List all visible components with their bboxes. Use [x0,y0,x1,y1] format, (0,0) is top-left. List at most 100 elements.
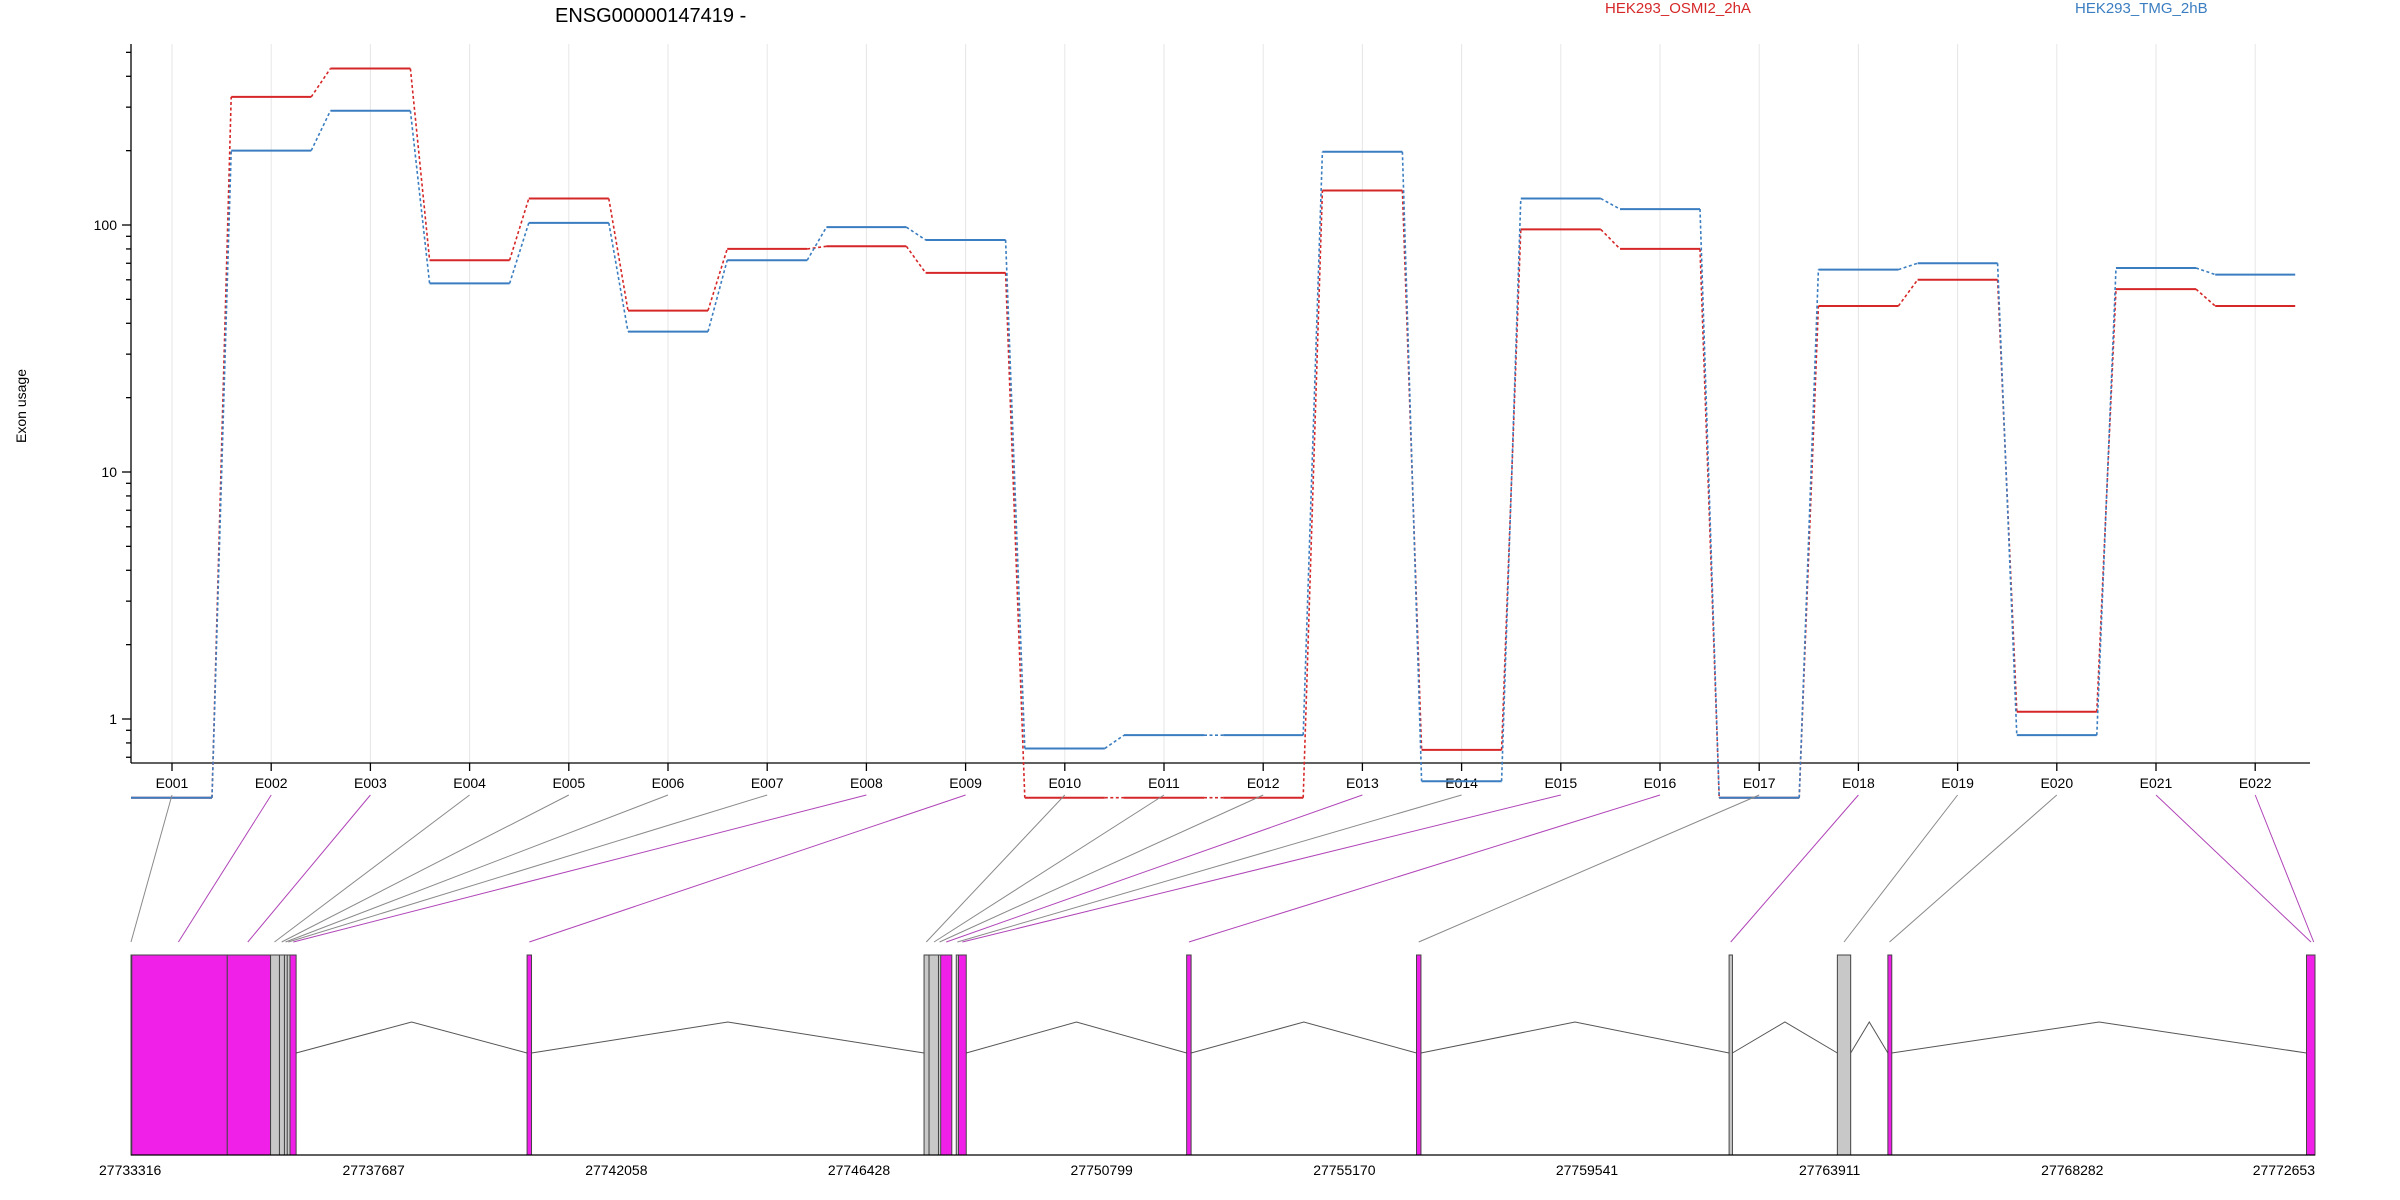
coordinate-tick-label: 27768282 [2041,1162,2104,1178]
series-layer [131,67,2296,799]
series-0-connector [409,68,431,261]
gene-model [130,954,2316,1156]
series-0-connector [2096,289,2117,712]
exon-box-e013 [940,954,953,1156]
series-0-connector [2195,288,2216,307]
exon-box-e019 [1836,954,1852,1156]
x-tick-label-e003: E003 [354,775,387,791]
exon-box-e018 [1728,954,1733,1156]
x-tick-label-e013: E013 [1346,775,1379,791]
connector-e022 [2254,794,2315,943]
series-1-connector [608,222,629,332]
exon-box-e017 [1416,954,1422,1156]
exon-box-e009 [526,954,533,1156]
exon-box-e005 [278,954,285,1156]
x-tick-label-e008: E008 [850,775,883,791]
legend-series-a: HEK293_OSMI2_2hA [1605,0,1751,17]
series-1 [131,109,2296,799]
series-0-connector [707,248,728,311]
coordinate-tick-label: 27755170 [1313,1162,1376,1178]
connector-e002 [177,794,272,943]
x-tick-label-e006: E006 [652,775,685,791]
series-1-connector [211,150,232,798]
series-0 [131,67,2296,799]
intron-line [531,1021,925,1054]
series-1-connector [905,226,927,241]
coordinate-tick-label: 27742058 [585,1162,648,1178]
connector-e020 [1889,794,2058,943]
x-tick-label-e010: E010 [1048,775,1081,791]
series-1-connector [1699,209,1720,798]
coordinate-tick-label: 27737687 [343,1162,406,1178]
x-tick-label-e009: E009 [949,775,982,791]
coordinate-tick-label: 27733316 [99,1162,162,1178]
series-1-connector [2096,267,2117,736]
exon-box-e020 [1887,954,1893,1156]
intron-line [1420,1021,1730,1054]
y-tick-label: 1 [109,711,117,727]
series-1-connector [1996,263,2018,736]
x-tick-label-e005: E005 [552,775,585,791]
intron-line [295,1021,528,1054]
exon-box-e002 [131,954,228,1156]
connector-e017 [1418,794,1760,943]
connector-e021 [2155,794,2312,943]
series-1-connector [1401,151,1423,782]
series-0-connector [905,245,927,274]
series-1-connector [2195,267,2216,276]
series-1-connector [1600,197,1621,210]
connector-layer [130,794,2315,943]
coordinate-tick-label: 27763911 [1799,1162,1860,1178]
x-tick-label-e019: E019 [1941,775,1974,791]
exon-box-e003 [226,954,272,1156]
series-1-connector [1104,734,1125,750]
connector-e016 [1188,794,1661,943]
series-0-connector [1600,228,1621,250]
grid-layer [171,44,2256,763]
coordinate-tick-label: 27750799 [1071,1162,1134,1178]
intron-line [1891,1021,2307,1054]
exon-box-e021 [2306,954,2316,1156]
series-1-connector [310,110,332,151]
series-1-connector [806,226,828,261]
series-0-connector [608,198,629,311]
series-1-connector [707,260,728,332]
connector-e007 [288,794,768,943]
x-tick-label-e017: E017 [1743,775,1776,791]
series-0-connector [1302,190,1324,798]
series-1-connector [1302,151,1324,736]
series-1-connector [409,110,431,284]
x-tick-label-e002: E002 [255,775,288,791]
y-axis: 1 10 100 [94,44,132,763]
x-tick-label-e016: E016 [1644,775,1677,791]
connector-e013 [946,794,1363,943]
series-1-connector [1898,262,1918,271]
connector-e006 [285,794,669,943]
connector-e015 [962,794,1561,943]
x-tick-label-e001: E001 [156,775,189,791]
series-0-connector [807,245,827,250]
x-tick-label-e014: E014 [1445,775,1478,791]
chart-title: ENSG00000147419 - [555,5,746,27]
connector-e005 [281,794,570,943]
x-tick-label-e004: E004 [453,775,486,791]
x-tick-label-e015: E015 [1544,775,1577,791]
y-tick-label: 10 [101,464,117,480]
series-1-connector [1500,198,1522,782]
x-tick-label-e022: E022 [2239,775,2272,791]
series-0-connector [1004,272,1026,798]
exon-box-e015 [957,954,967,1156]
series-0-connector [310,68,332,98]
intron-line [1850,1021,1889,1054]
connector-e018 [1730,794,1859,943]
x-tick-label-e021: E021 [2140,775,2173,791]
coordinate-tick-label: 27759541 [1556,1162,1619,1178]
connector-e001 [130,794,173,943]
coordinate-tick-label: 27772653 [2253,1162,2316,1178]
x-axis: E001 E002 E003 E004 E005 E006 E007 E008 E009 E010… [131,762,2310,791]
x-tick-label-e011: E011 [1148,775,1180,791]
x-tick-label-e007: E007 [751,775,784,791]
y-tick-label: 100 [94,217,118,233]
intron-line [966,1021,1187,1054]
